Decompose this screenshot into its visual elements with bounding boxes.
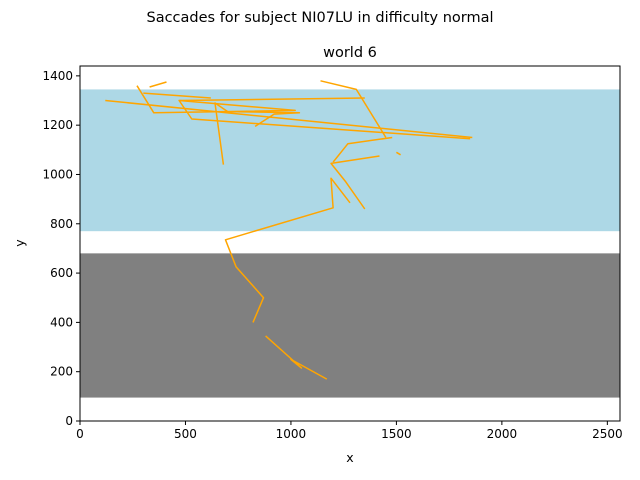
y-tick-label: 800 [50, 217, 73, 231]
x-tick-label: 0 [76, 427, 84, 441]
y-tick-label: 0 [65, 414, 73, 428]
x-tick-label: 1000 [276, 427, 307, 441]
saccade-path-0-4 [332, 136, 393, 163]
x-tick-label: 2000 [487, 427, 518, 441]
plot-area [80, 80, 620, 398]
y-tick-label: 600 [50, 266, 73, 280]
x-tick-label: 500 [174, 427, 197, 441]
saccade-path-0-9 [143, 92, 211, 99]
axes-frame [79, 65, 621, 422]
saccade-path-0-6 [179, 97, 365, 102]
y-axis-label: y [12, 239, 27, 247]
y-tick-label: 1200 [42, 118, 73, 132]
y-tick-label: 1400 [42, 69, 73, 83]
y-tick-label: 200 [50, 365, 73, 379]
saccade-path-0-2 [330, 155, 380, 210]
x-tick-label: 2500 [592, 427, 623, 441]
x-tick-label: 1500 [381, 427, 412, 441]
y-axis: 0 200 400 600 800 1000 1200 1400 [42, 69, 80, 428]
saccade-path-0-0 [265, 335, 328, 380]
y-tick-label: 1000 [42, 167, 73, 181]
saccade-path-0-8 [149, 81, 167, 88]
figure-suptitle: Saccades for subject NI07LU in difficult… [146, 10, 493, 26]
x-axis: 0 500 1000 1500 2000 2500 [76, 421, 623, 441]
y-tick-label: 400 [50, 315, 73, 329]
saccade-path-0-7 [136, 85, 471, 140]
chart-title: world 6 [323, 45, 377, 61]
saccade-path-0-5 [320, 80, 387, 138]
saccade-path-0-1 [224, 177, 351, 323]
region-band-0 [80, 253, 620, 398]
x-axis-label: x [346, 450, 353, 465]
saccade-path-0-3 [396, 151, 401, 156]
saccade-path-0-11 [105, 99, 473, 139]
saccade-path-0-10 [214, 102, 301, 165]
